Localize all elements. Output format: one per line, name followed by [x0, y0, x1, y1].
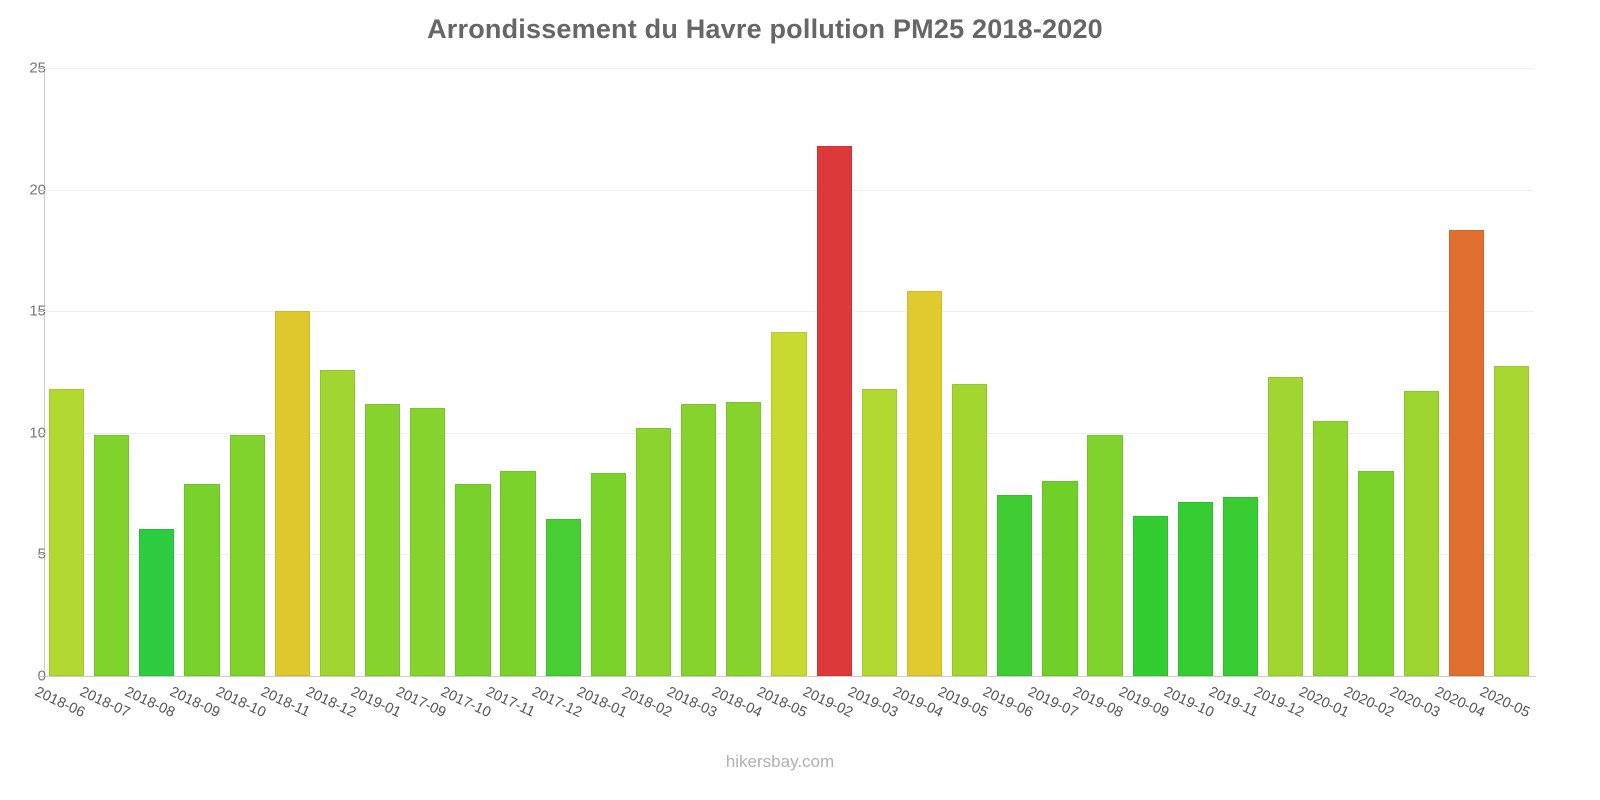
x-axis-tick-label: 2019-03	[844, 684, 900, 721]
x-axis-tick-label: 2020-02	[1341, 684, 1397, 721]
bar[interactable]	[274, 311, 310, 676]
bar[interactable]	[455, 483, 491, 676]
x-axis-tick-label: 2017-12	[528, 684, 584, 721]
source-credit: hikersbay.com	[725, 752, 835, 771]
bar[interactable]	[1448, 229, 1484, 676]
bar[interactable]	[1087, 435, 1123, 676]
bar[interactable]	[1268, 376, 1304, 676]
x-axis-tick-label: 2018-02	[619, 684, 675, 721]
plot-area	[44, 68, 1534, 676]
y-axis-tick-mark	[38, 68, 45, 69]
y-axis-tick-label: 25	[29, 59, 46, 77]
y-axis-tick-mark	[38, 554, 45, 556]
x-axis-tick-label: 2018-12	[303, 684, 359, 721]
y-axis-line	[44, 68, 45, 676]
bar[interactable]	[1177, 502, 1213, 676]
bar[interactable]	[545, 519, 581, 676]
gridline	[44, 189, 1534, 191]
y-axis-tick-mark	[38, 189, 45, 191]
gridline	[44, 311, 1534, 313]
x-axis-tick-label: 2020-04	[1431, 684, 1487, 721]
bar[interactable]	[861, 389, 897, 676]
x-axis-tick-label: 2020-05	[1477, 684, 1533, 721]
bar[interactable]	[319, 369, 356, 676]
bar[interactable]	[229, 435, 265, 676]
x-axis-tick-label: 2018-09	[167, 684, 223, 721]
x-axis-tick-label: 2019-05	[935, 684, 991, 721]
x-axis-tick-label: 2019-10	[1160, 684, 1216, 721]
x-axis-tick-label: 2018-06	[32, 684, 88, 721]
bar[interactable]	[365, 403, 401, 676]
bar[interactable]	[1358, 470, 1394, 676]
bar[interactable]	[1313, 420, 1349, 676]
x-axis-tick-label: 2019-02	[799, 684, 855, 721]
bar[interactable]	[48, 389, 85, 676]
x-axis-tick-label: 2018-08	[122, 684, 178, 721]
bar[interactable]	[635, 427, 672, 676]
bar[interactable]	[590, 472, 626, 676]
x-axis-tick-label: 2019-04	[890, 684, 946, 721]
chart-title: Arrondissement du Havre pollution PM25 2…	[427, 14, 1103, 44]
x-axis-tick-label: 2020-01	[1296, 684, 1352, 721]
x-axis-tick-label: 2018-07	[77, 684, 133, 721]
y-axis-tick-label: 10	[29, 424, 46, 442]
x-axis-tick-label: 2018-05	[754, 684, 810, 721]
x-axis-tick-label: 2018-11	[257, 684, 312, 721]
y-axis-tick-mark	[38, 432, 45, 434]
x-axis-tick-label: 2019-09	[1115, 684, 1171, 721]
x-axis-tick-label: 2017-11	[483, 684, 538, 721]
x-axis-tick-label: 2019-06	[980, 684, 1036, 721]
bar[interactable]	[681, 403, 717, 676]
y-axis-tick-mark	[38, 311, 45, 313]
bar[interactable]	[139, 528, 175, 676]
bar[interactable]	[1493, 365, 1530, 676]
x-axis-tick-label: 2018-03	[664, 684, 720, 721]
y-axis-tick-label: 20	[29, 181, 46, 199]
x-axis-tick-label: 2017-10	[438, 684, 494, 721]
y-axis-tick-mark	[38, 676, 45, 677]
x-axis-tick-label: 2019-01	[348, 684, 404, 721]
bar[interactable]	[771, 331, 807, 676]
x-axis-tick-label: 2019-11	[1206, 684, 1261, 721]
x-axis-line	[44, 676, 1536, 677]
bar[interactable]	[726, 402, 762, 676]
x-axis-tick-label: 2020-03	[1386, 684, 1442, 721]
bar[interactable]	[951, 384, 988, 676]
bar[interactable]	[94, 435, 130, 676]
bar[interactable]	[184, 483, 220, 676]
bar[interactable]	[1132, 515, 1168, 676]
bar[interactable]	[906, 290, 943, 676]
x-axis-tick-label: 2017-09	[393, 684, 449, 721]
bar[interactable]	[1222, 497, 1259, 676]
x-axis-tick-label: 2019-07	[1025, 684, 1081, 721]
x-axis-tick-label: 2018-10	[212, 684, 268, 721]
bar[interactable]	[410, 408, 446, 676]
x-axis-tick-label: 2019-08	[1070, 684, 1126, 721]
y-axis-tick-label: 15	[29, 302, 46, 320]
x-axis-tick-label: 2019-12	[1251, 684, 1307, 721]
bar[interactable]	[1042, 481, 1078, 676]
x-axis-tick-label: 2018-01	[574, 684, 630, 721]
bar[interactable]	[500, 470, 536, 676]
bar[interactable]	[816, 145, 852, 676]
bar[interactable]	[1403, 391, 1439, 676]
bar[interactable]	[997, 494, 1033, 676]
gridline	[44, 68, 1534, 69]
x-axis-tick-label: 2018-04	[709, 684, 765, 721]
